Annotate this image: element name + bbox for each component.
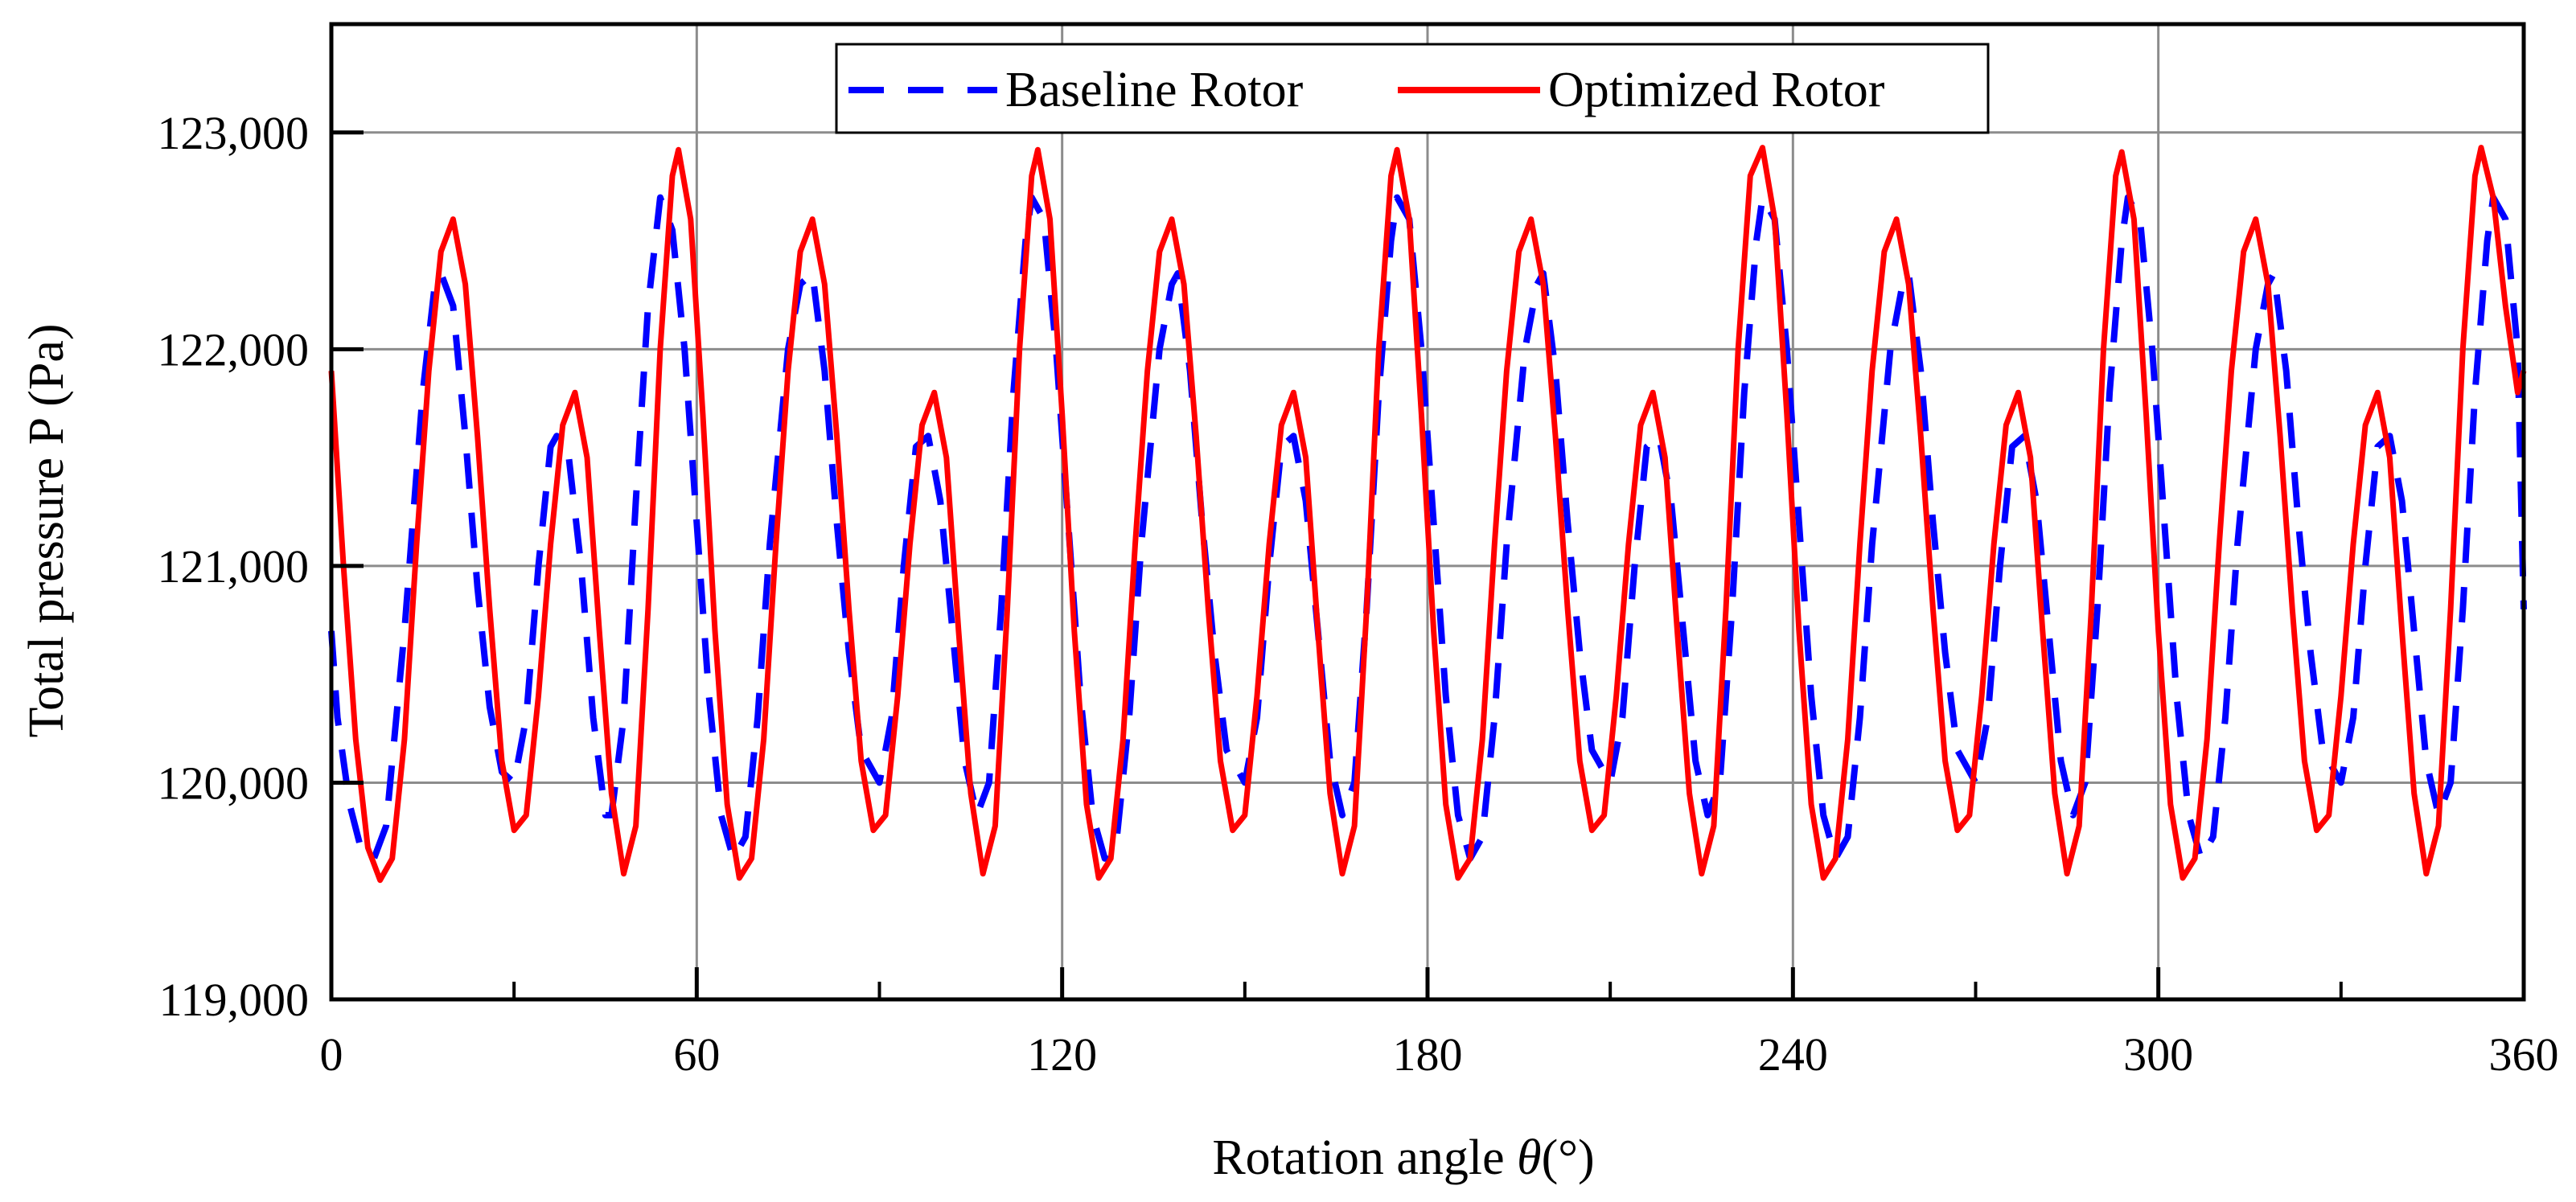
ticks <box>329 130 2526 1002</box>
legend: Baseline Rotor Optimized Rotor <box>835 43 1990 134</box>
series-layer <box>328 145 2527 884</box>
legend-label-optimized: Optimized Rotor <box>1548 63 1885 117</box>
tick-labels: 0 60 120 180 240 300 360 119,000 120,000 121,000 1… <box>158 107 2559 1081</box>
x-tick-label: 120 <box>1027 1028 1097 1081</box>
x-tick-label: 60 <box>673 1028 720 1081</box>
x-tick-label: 300 <box>2123 1028 2193 1081</box>
y-tick-label: 120,000 <box>158 757 310 809</box>
x-tick-label: 360 <box>2489 1028 2559 1081</box>
series-line-optimized-rotor <box>328 145 2527 884</box>
legend-label-baseline: Baseline Rotor <box>1005 63 1304 117</box>
y-tick-label: 122,000 <box>158 323 310 375</box>
x-axis-title-symbol: θ <box>1517 1130 1541 1185</box>
y-axis-title: Total pressure P (Pa) <box>19 323 74 737</box>
x-axis-title-unit: (°) <box>1542 1130 1595 1185</box>
x-tick-label: 180 <box>1393 1028 1463 1081</box>
y-tick-label: 121,000 <box>158 540 310 593</box>
x-axis-title: Rotation angle θ(°) <box>1212 1130 1594 1185</box>
y-tick-label: 119,000 <box>159 974 309 1026</box>
y-tick-label: 123,000 <box>158 107 310 159</box>
x-tick-label: 240 <box>1758 1028 1828 1081</box>
x-tick-label: 0 <box>320 1028 343 1081</box>
x-axis-title-text: Rotation angle <box>1212 1130 1517 1185</box>
series-line-baseline-rotor <box>328 194 2527 862</box>
legend-box <box>835 43 1990 134</box>
